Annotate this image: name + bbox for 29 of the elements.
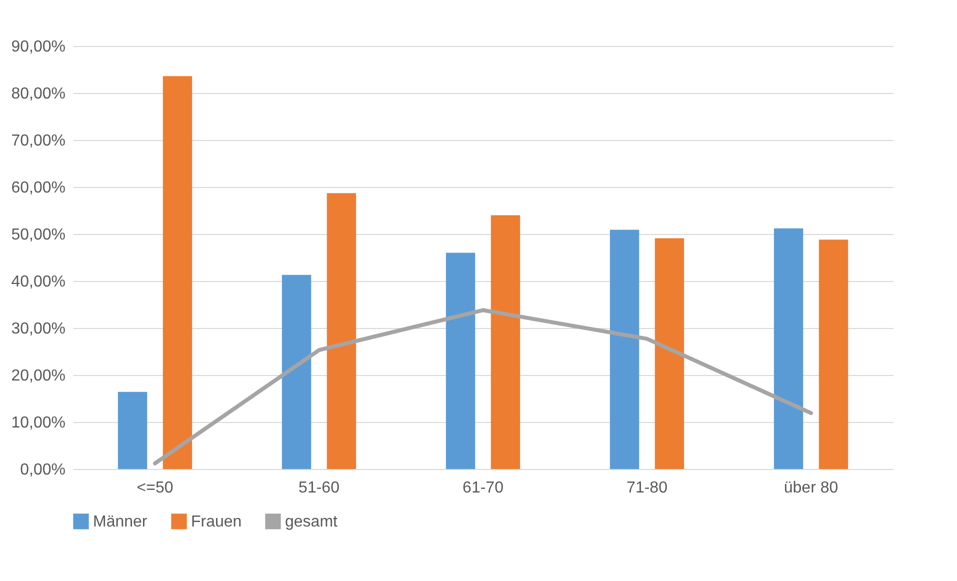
line-series	[153, 308, 813, 466]
bar	[446, 252, 476, 469]
y-tick-label: 60,00%	[11, 180, 66, 196]
legend-label: Frauen	[191, 513, 242, 530]
y-tick-label: 30,00%	[11, 320, 66, 338]
bar	[654, 238, 684, 469]
bar	[610, 230, 640, 469]
y-tick-label: 90,00%	[11, 38, 66, 56]
bar	[118, 392, 148, 469]
bar	[774, 228, 804, 469]
x-tick-label: 61-70	[462, 480, 504, 496]
y-tick-label: 70,00%	[11, 132, 66, 150]
legend-label: gesamt	[285, 513, 338, 530]
legend-label: Männer	[93, 513, 148, 530]
bar	[282, 274, 312, 469]
y-tick-label: 80,00%	[11, 86, 66, 102]
x-tick-label: <=50	[136, 480, 174, 496]
y-tick-label: 40,00%	[11, 274, 66, 290]
x-tick-label: 71-80	[626, 480, 668, 496]
y-tick-label: 10,00%	[11, 414, 66, 432]
y-tick-label: 0,00%	[20, 462, 66, 478]
bar	[162, 76, 192, 469]
y-tick-label: 50,00%	[11, 226, 66, 244]
x-tick-label: über 80	[784, 480, 838, 496]
bar	[490, 215, 520, 469]
y-tick-label: 20,00%	[11, 368, 66, 384]
x-tick-label: 51-60	[298, 480, 340, 496]
bar	[818, 240, 848, 469]
bar	[326, 193, 356, 469]
